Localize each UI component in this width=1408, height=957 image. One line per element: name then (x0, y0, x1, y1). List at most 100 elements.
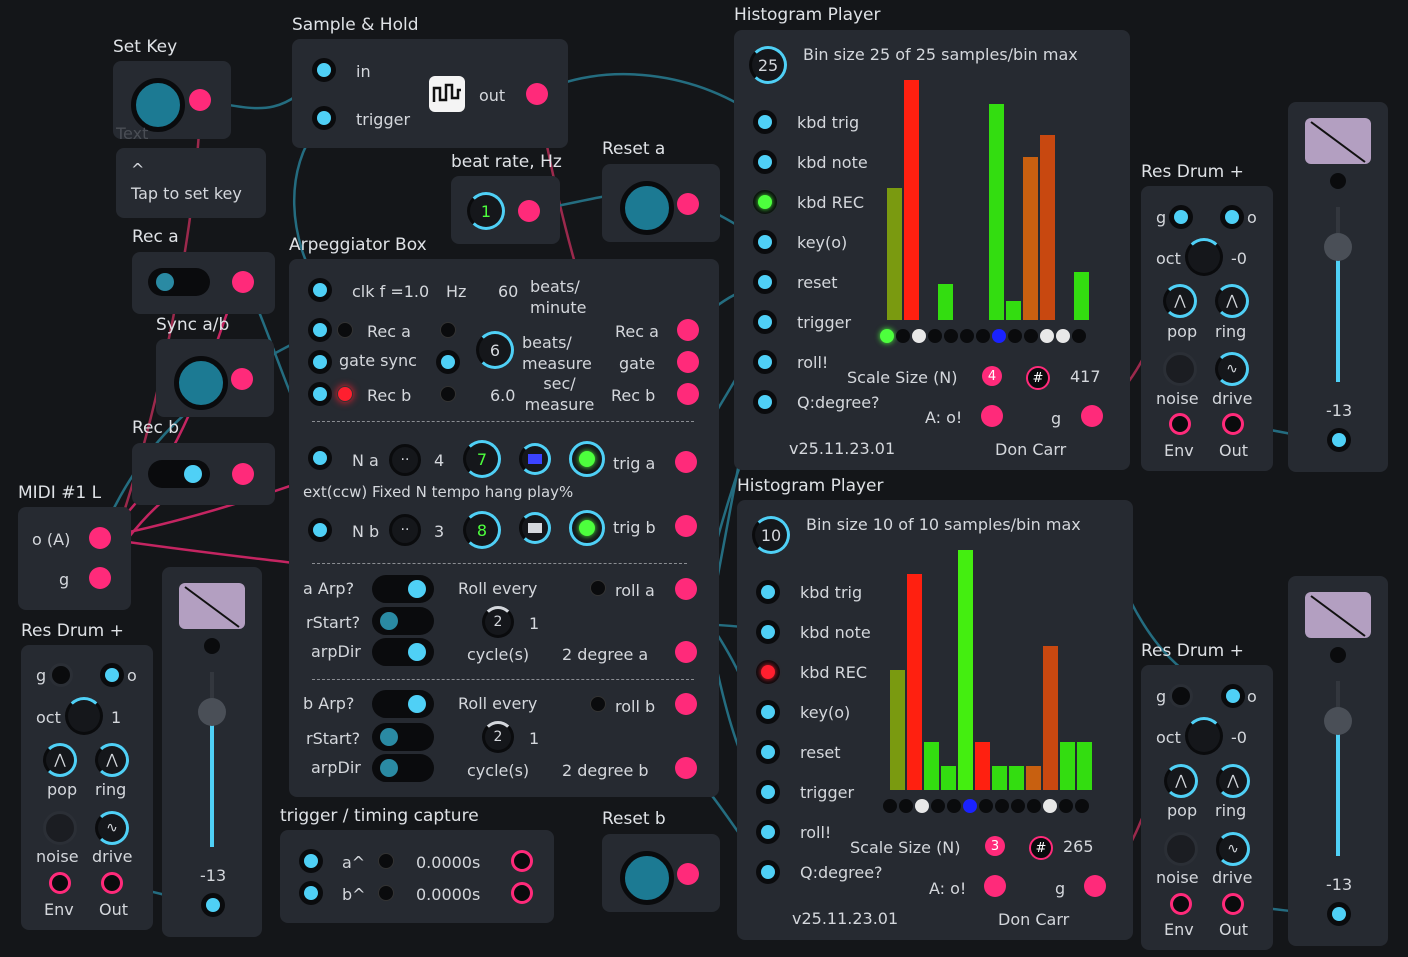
resdrum1-env-output[interactable] (49, 872, 71, 894)
hist2-step-dot[interactable] (883, 799, 897, 813)
hist2-input-jack[interactable] (756, 620, 780, 644)
arp-hang-b-button[interactable] (519, 512, 551, 544)
hist1-input-jack[interactable] (753, 350, 777, 374)
hist1-step-dot[interactable] (976, 329, 990, 343)
resdrum1-out-output[interactable] (101, 872, 123, 894)
hist2-input-jack[interactable] (756, 780, 780, 804)
hist2-step-dot[interactable] (931, 799, 945, 813)
text-placeholder[interactable]: Text (116, 124, 149, 143)
set-key-output[interactable] (189, 89, 211, 111)
arp-gate-jack[interactable] (308, 350, 332, 374)
resdrum1-g-jack[interactable] (49, 663, 73, 687)
capture-b-output[interactable] (511, 882, 533, 904)
arp-rec-a-jack[interactable] (308, 318, 332, 342)
midi-g-output[interactable] (89, 567, 111, 589)
resdrum2-env-output[interactable] (1169, 413, 1191, 435)
hist1-hash-button[interactable]: # (1026, 366, 1050, 390)
arp-play-b-button[interactable] (569, 510, 605, 546)
arp-beats-knob[interactable]: 6 (476, 331, 514, 369)
hist2-step-dot[interactable] (915, 799, 929, 813)
arp-roll-b-output[interactable] (675, 693, 697, 715)
arp-play-a-button[interactable] (569, 441, 605, 477)
resdrum3-drive-knob[interactable]: ∿ (1216, 832, 1250, 866)
slider3-mod-jack[interactable] (1330, 647, 1346, 663)
hist1-input-jack[interactable] (753, 190, 777, 214)
hist2-hash-button[interactable]: # (1029, 836, 1053, 860)
sh-in-jack[interactable] (312, 58, 336, 82)
slider2-output[interactable] (1327, 428, 1351, 452)
resdrum3-pop-knob[interactable]: ⋀ (1164, 764, 1198, 798)
resdrum2-noise-knob[interactable] (1163, 352, 1197, 386)
resdrum1-ring-knob[interactable]: ⋀ (95, 743, 129, 777)
resdrum3-ring-knob[interactable]: ⋀ (1216, 764, 1250, 798)
arp-a-arpdir-toggle[interactable] (372, 638, 434, 666)
hist1-input-jack[interactable] (753, 390, 777, 414)
arp-b-rstart-toggle[interactable] (372, 723, 434, 751)
hist1-step-dot[interactable] (992, 329, 1006, 343)
slider2-handle[interactable] (1324, 233, 1352, 261)
rec-a-toggle[interactable] (148, 268, 210, 296)
arp-tempo-b-knob[interactable]: 8 (463, 511, 501, 549)
hist2-step-dot[interactable] (1043, 799, 1057, 813)
arp-nb-knob[interactable]: ·· (389, 514, 421, 546)
arp-a-arp-toggle[interactable] (372, 575, 434, 603)
resdrum3-env-output[interactable] (1170, 893, 1192, 915)
arp-out-gate[interactable] (677, 351, 699, 373)
reset-a-output[interactable] (677, 193, 699, 215)
arp-degree-a-output[interactable] (675, 641, 697, 663)
hist1-g-output[interactable] (1081, 405, 1103, 427)
hist2-input-jack[interactable] (756, 820, 780, 844)
hist2-input-jack[interactable] (756, 700, 780, 724)
reset-b-knob[interactable] (620, 851, 674, 905)
hist1-step-dot[interactable] (960, 329, 974, 343)
set-key-knob[interactable] (131, 78, 185, 132)
arp-out-rec-b[interactable] (677, 383, 699, 405)
beat-rate-output[interactable] (518, 200, 540, 222)
hist1-step-dot[interactable] (912, 329, 926, 343)
hist1-input-jack[interactable] (753, 270, 777, 294)
hist2-bin-knob[interactable]: 10 (752, 516, 790, 554)
hist1-step-dot[interactable] (928, 329, 942, 343)
hist2-step-dot[interactable] (1011, 799, 1025, 813)
arp-sync-jack[interactable] (436, 350, 460, 374)
arp-b-arpdir-toggle[interactable] (372, 754, 434, 782)
sh-out-jack[interactable] (526, 83, 548, 105)
sync-ab-output[interactable] (231, 368, 253, 390)
hist1-step-dot[interactable] (944, 329, 958, 343)
hist1-step-dot[interactable] (1024, 329, 1038, 343)
tap-key-panel[interactable] (116, 148, 266, 218)
hist1-step-dot[interactable] (1008, 329, 1022, 343)
arp-a-rstart-toggle[interactable] (372, 607, 434, 635)
hist1-step-dot[interactable] (1040, 329, 1054, 343)
resdrum1-pop-knob[interactable]: ⋀ (43, 743, 77, 777)
slider2-mod-jack[interactable] (1330, 173, 1346, 189)
arp-out-rec-a[interactable] (677, 319, 699, 341)
capture-b-jack[interactable] (299, 881, 323, 905)
hist1-step-dot[interactable] (896, 329, 910, 343)
arp-hang-a-button[interactable] (519, 443, 551, 475)
hist1-step-dot[interactable] (1072, 329, 1086, 343)
resdrum2-drive-knob[interactable]: ∿ (1215, 352, 1249, 386)
hist2-g-output[interactable] (1084, 875, 1106, 897)
hist2-step-dot[interactable] (963, 799, 977, 813)
arp-na-jack[interactable] (308, 446, 332, 470)
resdrum3-o-jack[interactable] (1221, 684, 1245, 708)
hist2-input-jack[interactable] (756, 860, 780, 884)
reset-b-output[interactable] (677, 863, 699, 885)
reset-a-knob[interactable] (620, 181, 674, 235)
hist2-step-dot[interactable] (979, 799, 993, 813)
hist2-scale-n[interactable]: 3 (985, 836, 1005, 856)
resdrum3-noise-knob[interactable] (1164, 832, 1198, 866)
rec-a-output[interactable] (232, 271, 254, 293)
hist1-input-jack[interactable] (753, 230, 777, 254)
hist2-step-dot[interactable] (947, 799, 961, 813)
sync-ab-knob[interactable] (174, 356, 228, 410)
arp-trig-a-output[interactable] (675, 451, 697, 473)
arp-trig-b-output[interactable] (675, 515, 697, 537)
capture-a-output[interactable] (511, 850, 533, 872)
hist2-step-dot[interactable] (1059, 799, 1073, 813)
resdrum3-oct-knob[interactable] (1185, 717, 1223, 755)
hist1-input-jack[interactable] (753, 310, 777, 334)
arp-roll-a-output[interactable] (675, 578, 697, 600)
arp-degree-b-output[interactable] (675, 757, 697, 779)
